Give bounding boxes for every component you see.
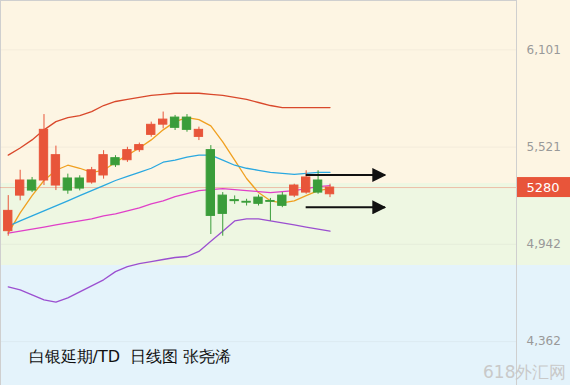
svg-text:6,101: 6,101	[527, 43, 561, 57]
svg-text:618外汇网: 618外汇网	[483, 362, 566, 382]
svg-text:4,362: 4,362	[527, 334, 561, 348]
svg-text:5,521: 5,521	[527, 140, 561, 154]
svg-text:4,942: 4,942	[527, 237, 561, 251]
svg-text:5280: 5280	[526, 180, 559, 195]
svg-text:白银延期/TD 日线图 张尧浠: 白银延期/TD 日线图 张尧浠	[29, 347, 232, 366]
